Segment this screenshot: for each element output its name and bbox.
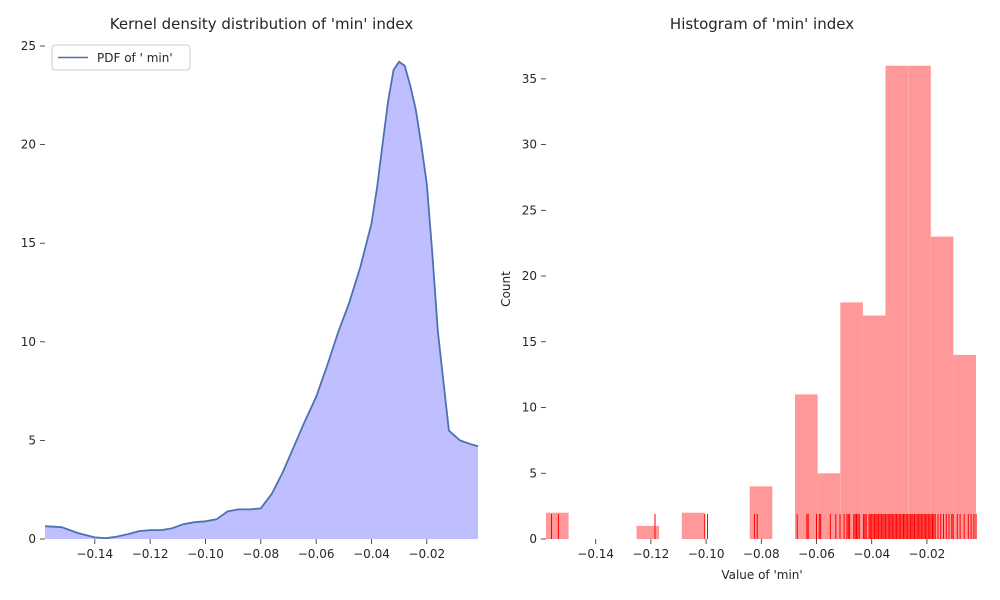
kde-x-tick-label: −0.08 (242, 547, 279, 561)
kde-x-tick-label: −0.14 (76, 547, 113, 561)
histogram-y-tick-label: 30 (522, 138, 537, 152)
histogram-y-tick-label: 15 (522, 335, 537, 349)
histogram-bar (885, 65, 909, 539)
histogram-x-tick-label: −0.06 (798, 547, 835, 561)
kde-legend: PDF of ' min' (51, 44, 191, 71)
histogram-bar (749, 486, 773, 539)
histogram-x-tick-label: −0.12 (633, 547, 670, 561)
histogram-bar (795, 394, 818, 539)
histogram-x-label: Value of 'min' (721, 568, 802, 582)
histogram-bar (930, 236, 954, 539)
histogram-x-tick-label: −0.04 (853, 547, 890, 561)
histogram-bar (840, 302, 863, 539)
histogram-bar (546, 512, 569, 539)
kde-y-tick-label: 10 (21, 335, 36, 349)
kde-x-tick-label: −0.02 (408, 547, 445, 561)
kde-y-axis: 0 5 10 15 20 25 (21, 39, 45, 546)
histogram-y-tick-label: 0 (529, 532, 537, 546)
kde-x-axis: −0.14 −0.12 −0.10 −0.08 −0.06 −0.04 −0.02 (76, 539, 445, 561)
kde-y-tick-label: 25 (21, 39, 36, 53)
legend-box (51, 44, 191, 71)
histogram-bar (681, 512, 705, 539)
kde-y-tick-label: 20 (21, 138, 36, 152)
histogram-y-tick-label: 5 (529, 466, 537, 480)
histogram-bars (546, 65, 976, 539)
histogram-y-tick-label: 35 (522, 72, 537, 86)
kde-title: Kernel density distribution of 'min' ind… (110, 15, 414, 33)
histogram-y-tick-label: 10 (522, 401, 537, 415)
kde-y-tick-label: 15 (21, 236, 36, 250)
histogram-title: Histogram of 'min' index (670, 15, 854, 33)
kde-x-tick-label: −0.10 (187, 547, 224, 561)
kde-x-tick-label: −0.06 (298, 547, 335, 561)
histogram-y-axis: 0 5 10 15 20 25 30 35 (522, 72, 546, 546)
histogram-bar (636, 525, 660, 539)
histogram-y-label: Count (499, 271, 513, 307)
legend-entry-label: PDF of ' min' (97, 51, 173, 65)
kde-x-tick-label: −0.12 (132, 547, 169, 561)
kde-panel: Kernel density distribution of 'min' ind… (21, 15, 479, 561)
histogram-x-tick-label: −0.08 (743, 547, 780, 561)
histogram-bar (953, 354, 976, 539)
histogram-rug (551, 514, 977, 539)
kde-density-line (44, 60, 479, 540)
histogram-bar (862, 315, 886, 539)
kde-x-tick-label: −0.04 (353, 547, 390, 561)
histogram-y-tick-label: 25 (522, 203, 537, 217)
histogram-y-tick-label: 20 (522, 269, 537, 283)
histogram-x-axis: −0.14 −0.12 −0.10 −0.08 −0.06 −0.04 −0.02 (577, 539, 945, 561)
kde-y-tick-label: 0 (28, 532, 36, 546)
histogram-bar (817, 473, 841, 539)
kde-y-tick-label: 5 (28, 433, 36, 447)
kde-fill-area (45, 61, 478, 540)
histogram-x-tick-label: −0.02 (909, 547, 946, 561)
histogram-x-tick-label: −0.14 (577, 547, 614, 561)
histogram-bar (908, 65, 931, 539)
histogram-panel: Histogram of 'min' index −0.14 −0.12 −0.10… (499, 15, 977, 582)
histogram-x-tick-label: −0.10 (688, 547, 725, 561)
